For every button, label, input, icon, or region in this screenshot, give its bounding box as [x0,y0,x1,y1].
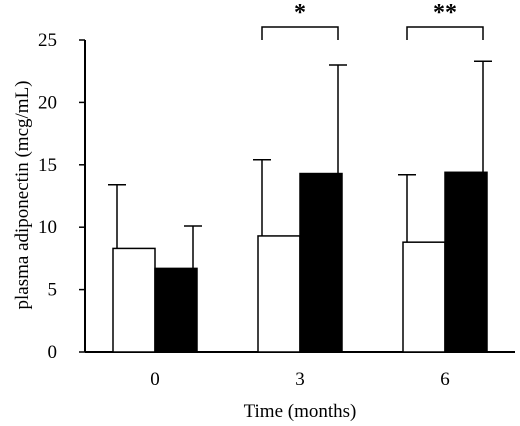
significance-marker: * [294,0,306,26]
x-axis-title: Time (months) [244,401,357,422]
significance-bracket [261,26,339,40]
bar [299,172,343,353]
significance-bracket [406,26,484,40]
bar [257,235,301,353]
y-tick-label: 25 [38,30,57,51]
bar [112,247,156,353]
x-tick-label: 0 [150,369,160,390]
y-tick-labels: 0 5 10 15 20 25 [38,30,57,363]
y-tick-label: 15 [38,155,57,176]
bar [402,241,446,353]
plot-area: * ** [79,0,515,353]
y-tick-label: 5 [48,280,58,301]
y-tick-label: 20 [38,92,57,113]
x-tick-labels: 0 3 6 [150,369,450,390]
y-tick-label: 0 [48,342,58,363]
x-tick-label: 6 [440,369,450,390]
bar [444,171,488,353]
x-tick-label: 3 [295,369,305,390]
y-tick-label: 10 [38,217,57,238]
y-axis-title: plasma adiponectin (mcg/mL) [12,81,33,310]
bar [154,267,198,353]
significance-marker: ** [433,0,457,26]
